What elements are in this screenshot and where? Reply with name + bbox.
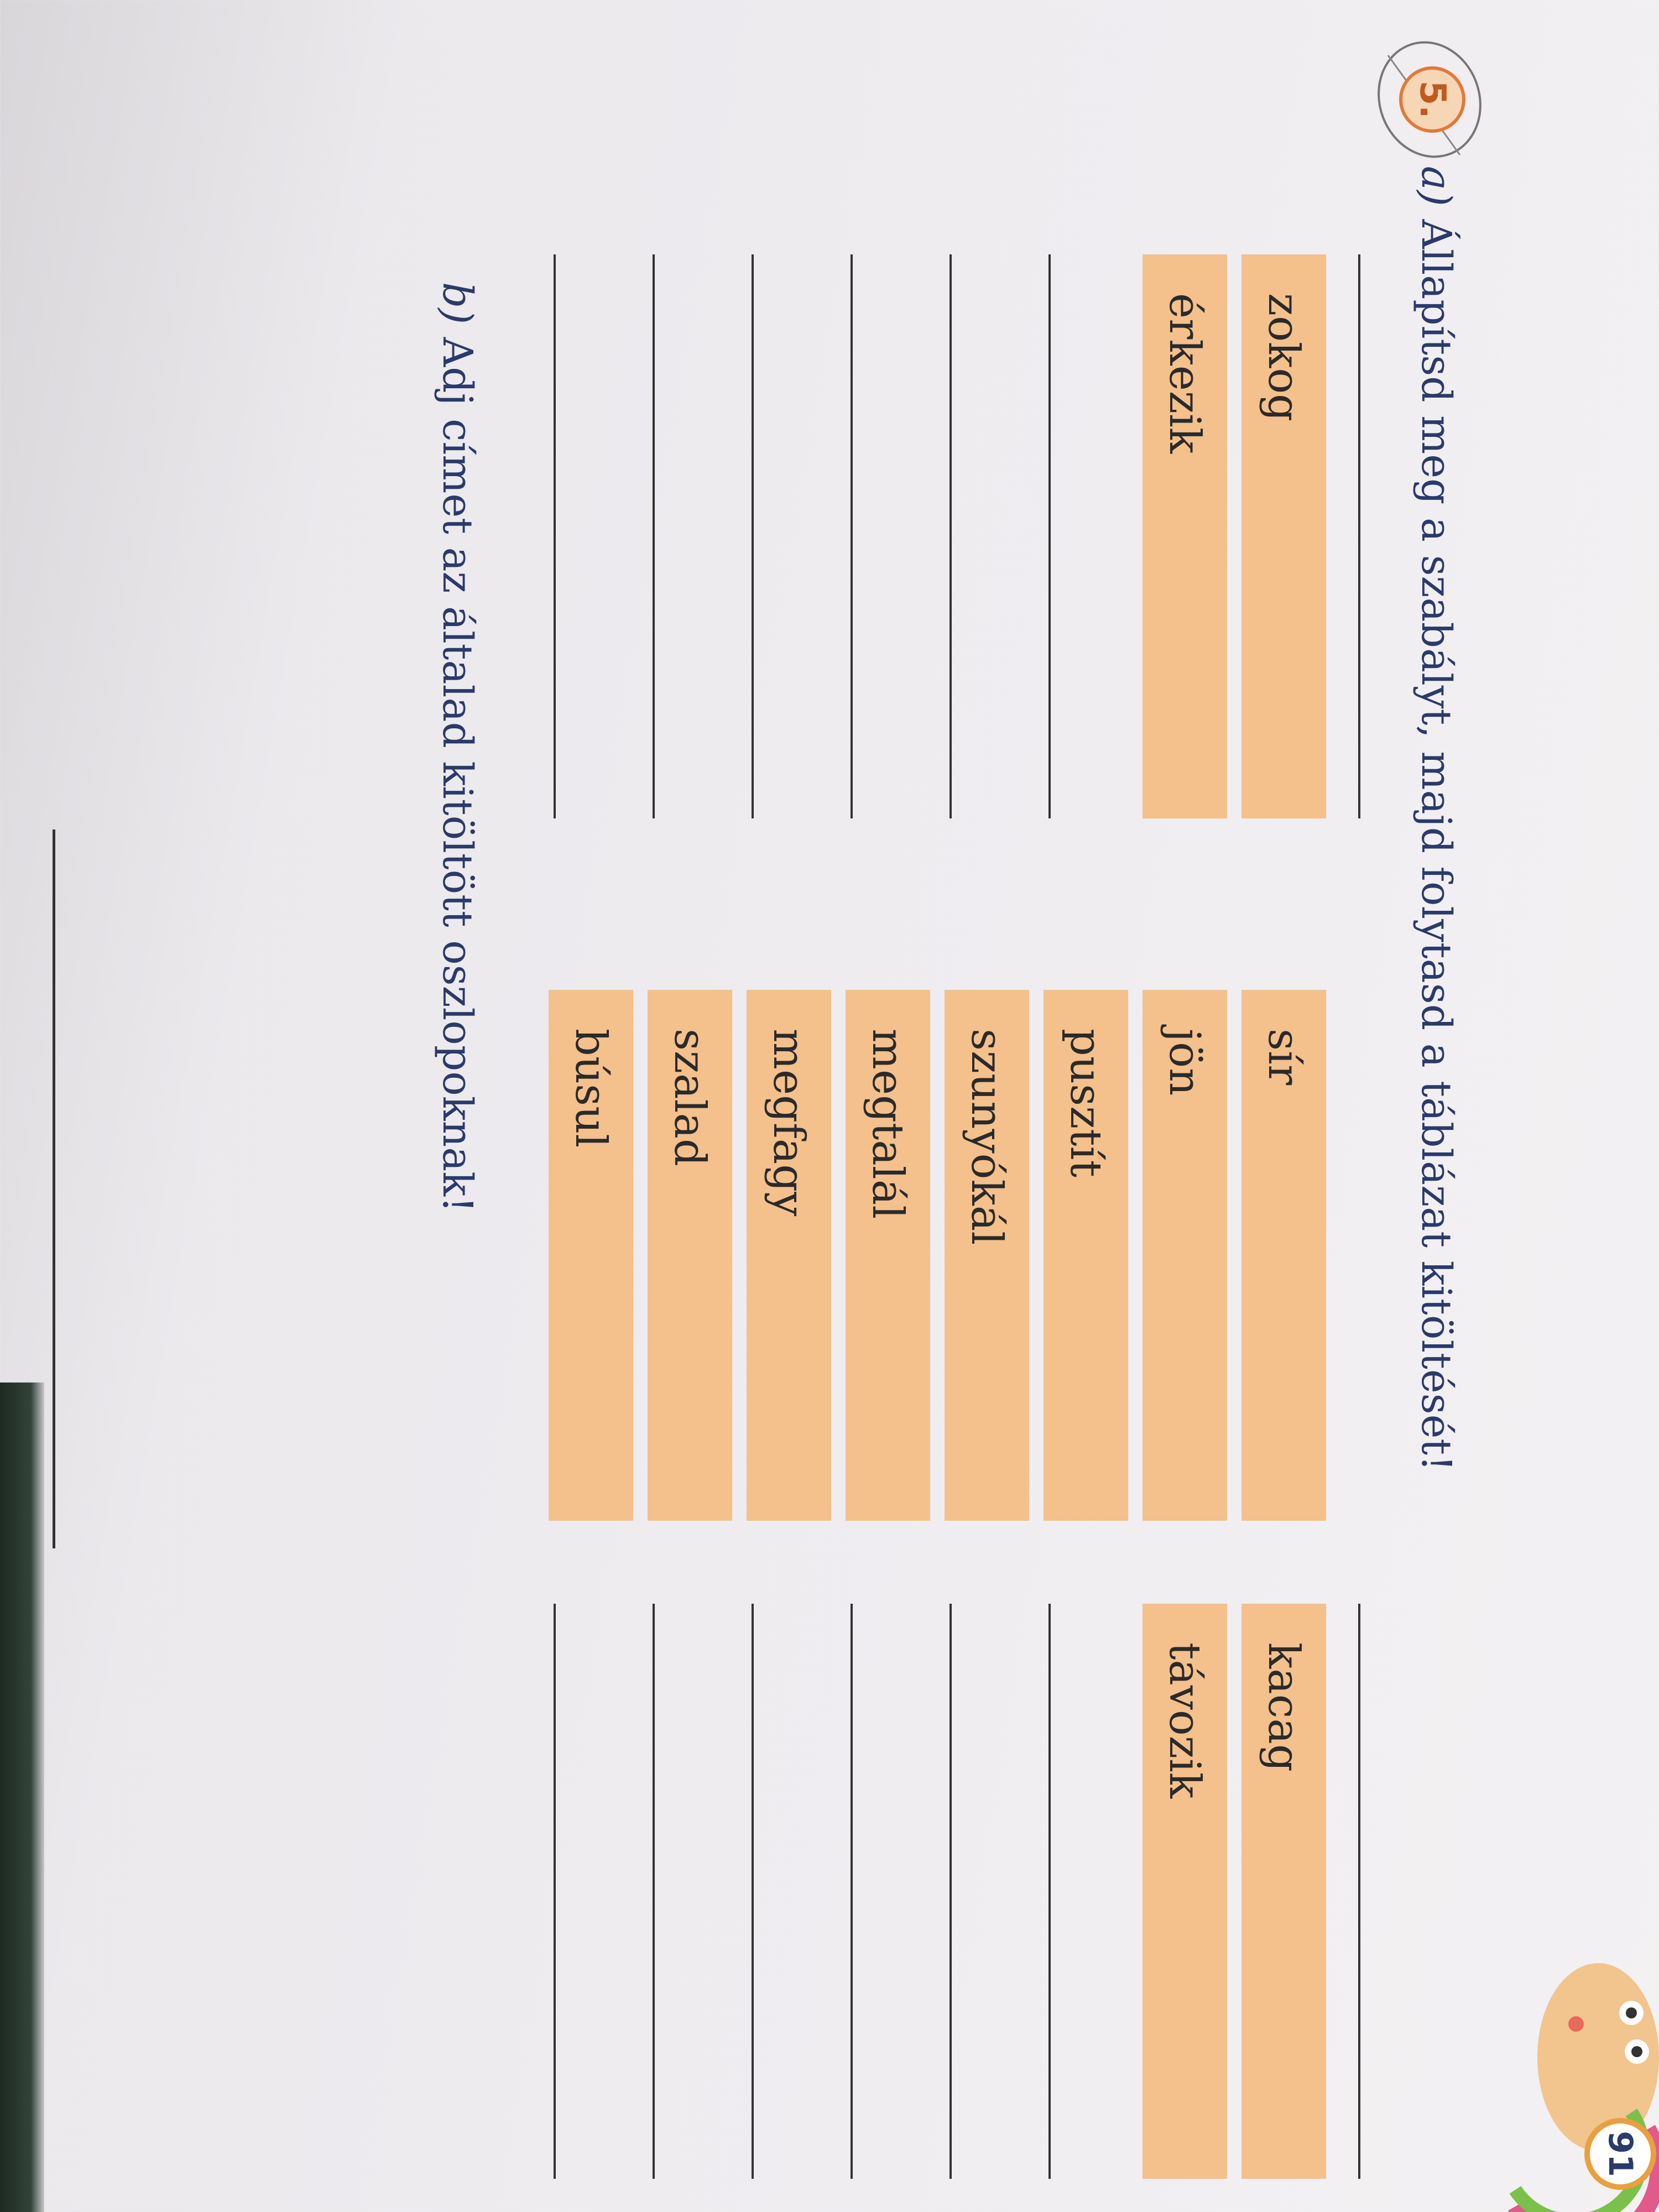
answer-line[interactable] (752, 1604, 754, 2179)
word-cell: sír (1241, 990, 1326, 1521)
answer-line[interactable] (851, 254, 853, 818)
answer-line[interactable] (1048, 1604, 1051, 2179)
answer-line[interactable] (752, 254, 754, 818)
page-number: 91 (1584, 2118, 1656, 2190)
exercise-instruction-a: a) Állapítsd meg a szabályt, majd folyta… (1412, 166, 1460, 1472)
snail-illustration (1508, 1963, 1659, 2212)
exercise-number: 5. (1399, 66, 1465, 133)
answer-line[interactable] (554, 254, 556, 818)
word-cell: pusztít (1044, 990, 1128, 1521)
exercise-instruction-b: b) Adj címet az általad kitöltött oszlop… (434, 282, 481, 1213)
answer-line[interactable] (1048, 254, 1051, 818)
part-a-label: a) (1412, 166, 1460, 206)
answer-line[interactable] (851, 1604, 853, 2179)
word-cell: szunyókál (945, 990, 1029, 1521)
word-cell: megtalál (846, 990, 930, 1521)
answer-line[interactable] (653, 1604, 655, 2179)
word-cell: megfagy (747, 990, 831, 1521)
word-cell: távozik (1142, 1604, 1227, 2179)
background-surface (0, 1383, 44, 2212)
answer-line (53, 830, 55, 1548)
word-cell: szalad (648, 990, 732, 1521)
word-cell: jön (1142, 990, 1227, 1521)
answer-line[interactable] (653, 254, 655, 818)
part-b-text: Adj címet az általad kitöltött oszlopokn… (434, 337, 481, 1213)
answer-line[interactable] (554, 1604, 556, 2179)
answer-line[interactable] (950, 1604, 952, 2179)
answer-line[interactable] (1358, 1604, 1360, 2179)
word-cell: érkezik (1142, 254, 1227, 818)
part-a-text: Állapítsd meg a szabályt, majd folytasd … (1412, 219, 1460, 1472)
answer-line[interactable] (1358, 254, 1360, 818)
word-cell: kacag (1241, 1604, 1326, 2179)
part-b-label: b) (434, 282, 481, 325)
word-cell: búsul (549, 990, 633, 1521)
answer-line[interactable] (950, 254, 952, 818)
word-cell: zokog (1241, 254, 1326, 818)
